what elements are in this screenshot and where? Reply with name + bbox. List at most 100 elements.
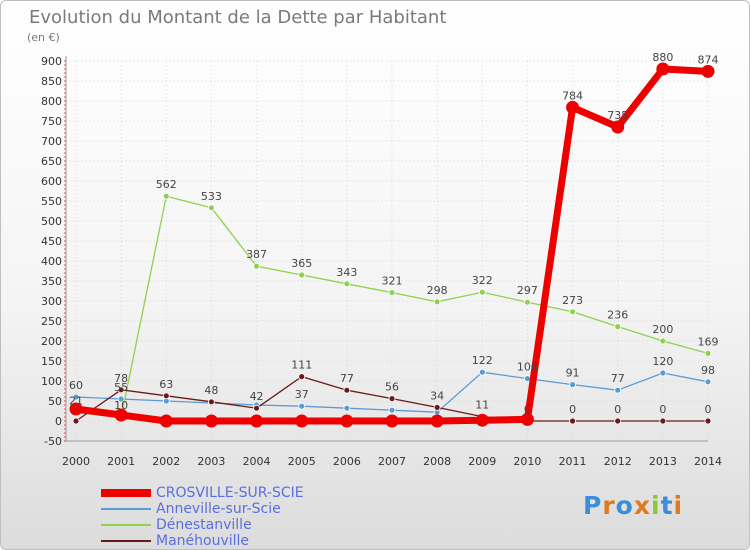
- data-point-3: [388, 395, 396, 403]
- data-point-2: [343, 280, 351, 288]
- data-point-2: [208, 204, 215, 212]
- data-point-2: [659, 337, 667, 345]
- x-tick-label: 2000: [62, 455, 90, 468]
- data-label-3: 78: [114, 372, 128, 385]
- y-tick-label: -50: [44, 435, 62, 448]
- data-label-2: 10: [114, 399, 128, 412]
- y-tick-label: 0: [55, 415, 62, 428]
- data-point-1: [569, 381, 576, 389]
- data-point-1: [478, 368, 486, 376]
- data-label-2: 200: [652, 323, 673, 336]
- y-tick-label: 650: [41, 155, 62, 168]
- x-tick-label: 2006: [333, 455, 361, 468]
- y-tick-label: 800: [41, 95, 62, 108]
- data-point-3: [253, 404, 260, 412]
- data-label-1: 60: [69, 379, 83, 392]
- data-point-0: [385, 414, 399, 428]
- data-point-0: [159, 414, 173, 428]
- data-label-3: 0: [524, 403, 531, 416]
- data-label-1: 77: [611, 372, 625, 385]
- data-label-1: 120: [652, 355, 673, 368]
- x-tick-label: 2001: [107, 455, 135, 468]
- data-point-0: [250, 414, 264, 428]
- data-label-3: 48: [204, 384, 218, 397]
- data-point-2: [524, 298, 531, 306]
- data-point-2: [162, 192, 170, 200]
- data-point-3: [704, 417, 712, 425]
- data-label-2: 273: [562, 294, 583, 307]
- y-tick-label: 600: [41, 175, 62, 188]
- data-point-1: [659, 369, 667, 377]
- data-label-2: 343: [336, 266, 357, 279]
- data-point-0: [340, 414, 354, 428]
- y-tick-label: 300: [41, 295, 62, 308]
- data-label-1: 91: [566, 367, 580, 380]
- data-point-3: [208, 398, 215, 406]
- data-point-3: [162, 392, 170, 400]
- data-label-3: 111: [291, 359, 312, 372]
- data-label-3: 0: [614, 403, 621, 416]
- y-tick-label: 750: [41, 115, 62, 128]
- x-tick-label: 2012: [604, 455, 632, 468]
- data-label-0: 880: [652, 51, 673, 64]
- data-point-2: [388, 289, 396, 297]
- data-point-2: [569, 308, 576, 316]
- x-tick-label: 2002: [152, 455, 180, 468]
- data-point-1: [298, 402, 306, 410]
- data-label-3: 34: [430, 389, 444, 402]
- data-point-2: [433, 298, 441, 306]
- legend-label-denestanville: Dénestanville: [156, 517, 252, 533]
- data-label-1: 122: [472, 354, 493, 367]
- legend-label-manehouville: Manéhouville: [156, 533, 250, 549]
- data-point-0: [204, 414, 218, 428]
- data-label-3: 63: [159, 378, 173, 391]
- data-point-1: [388, 406, 396, 414]
- y-tick-label: 450: [41, 235, 62, 248]
- x-tick-label: 2011: [559, 455, 587, 468]
- data-point-0: [475, 413, 489, 427]
- legend-swatch-manehouville: [101, 540, 151, 542]
- data-point-0: [295, 414, 309, 428]
- data-label-1: 98: [701, 364, 715, 377]
- x-tick-label: 2008: [423, 455, 451, 468]
- chart-title: Evolution du Montant de la Dette par Hab…: [29, 7, 447, 28]
- data-point-2: [478, 288, 486, 296]
- y-tick-label: 700: [41, 135, 62, 148]
- y-tick-label: 400: [41, 255, 62, 268]
- data-point-3: [569, 417, 576, 425]
- data-point-0: [701, 64, 715, 78]
- data-label-3: 56: [385, 381, 399, 394]
- data-label-0: 784: [562, 89, 583, 102]
- y-tick-label: 900: [41, 55, 62, 68]
- x-tick-label: 2013: [649, 455, 677, 468]
- data-point-1: [72, 393, 80, 401]
- y-tick-label: 500: [41, 215, 62, 228]
- data-point-0: [520, 412, 534, 426]
- data-point-2: [704, 349, 712, 357]
- data-point-0: [430, 414, 444, 428]
- data-point-3: [117, 386, 125, 394]
- data-point-3: [72, 417, 80, 425]
- data-point-3: [659, 417, 667, 425]
- data-point-2: [253, 262, 260, 270]
- data-label-3: 77: [340, 372, 354, 385]
- data-label-3: 0: [569, 403, 576, 416]
- data-label-2: 365: [291, 257, 312, 270]
- data-point-0: [69, 402, 83, 416]
- y-tick-label: 100: [41, 375, 62, 388]
- data-point-0: [566, 100, 580, 114]
- data-label-3: 42: [250, 390, 264, 403]
- data-label-2: 322: [472, 274, 493, 287]
- data-label-1: 106: [517, 361, 538, 374]
- y-tick-label: 150: [41, 355, 62, 368]
- data-point-1: [343, 404, 351, 412]
- data-label-2: 321: [382, 275, 403, 288]
- data-label-0: 735: [607, 109, 628, 122]
- data-label-2: 562: [156, 178, 177, 191]
- data-point-1: [117, 395, 125, 403]
- y-tick-label: 200: [41, 335, 62, 348]
- legend-swatch-denestanville: [101, 524, 151, 526]
- data-point-3: [343, 386, 351, 394]
